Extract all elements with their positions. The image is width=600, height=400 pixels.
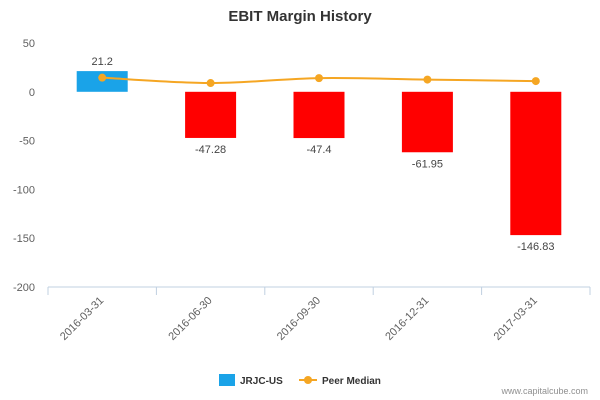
bar (401, 91, 453, 153)
bar-data-label: -146.83 (517, 241, 554, 253)
y-tick-label: -200 (13, 282, 35, 294)
legend: JRJC-US Peer Median (219, 374, 381, 387)
x-tick-label: 2016-12-31 (383, 295, 431, 343)
bar (185, 91, 237, 138)
x-tick-label: 2016-03-31 (58, 295, 106, 343)
bar (510, 91, 562, 236)
bar-series (76, 71, 562, 236)
peer-median-series (98, 73, 540, 88)
chart-title: EBIT Margin History (228, 8, 372, 25)
bar (293, 91, 345, 139)
bar-data-label: -61.95 (412, 158, 443, 170)
x-tick-label: 2016-09-30 (275, 295, 323, 343)
legend-label-peer-median: Peer Median (322, 376, 381, 387)
y-tick-label: -150 (13, 233, 35, 245)
y-tick-label: -100 (13, 184, 35, 196)
x-tick-label: 2016-06-30 (166, 295, 214, 343)
y-axis: 50 0 -50 -100 -150 -200 (13, 38, 35, 294)
peer-median-point (315, 74, 323, 83)
peer-median-point (206, 79, 215, 88)
legend-label-jrjc: JRJC-US (240, 376, 283, 387)
legend-swatch-jrjc (219, 374, 235, 386)
peer-median-point (531, 77, 540, 86)
y-tick-label: 50 (23, 38, 35, 50)
bar-data-label: -47.28 (195, 144, 226, 156)
credit-text: www.capitalcube.com (500, 386, 588, 396)
x-tick-label: 2017-03-31 (492, 295, 540, 343)
x-axis: 2016-03-31 2016-06-30 2016-09-30 2016-12-31… (47, 286, 591, 343)
bar-data-label: 21.2 (91, 56, 112, 68)
bar-data-labels: 21.2 -47.28 -47.4 -61.95 -146.83 (91, 56, 554, 253)
peer-median-point (423, 75, 432, 84)
y-tick-label: 0 (29, 87, 35, 99)
peer-median-point (98, 73, 107, 82)
y-tick-label: -50 (19, 136, 35, 148)
bar-data-label: -47.4 (306, 144, 331, 156)
legend-swatch-peer-marker (304, 376, 312, 384)
